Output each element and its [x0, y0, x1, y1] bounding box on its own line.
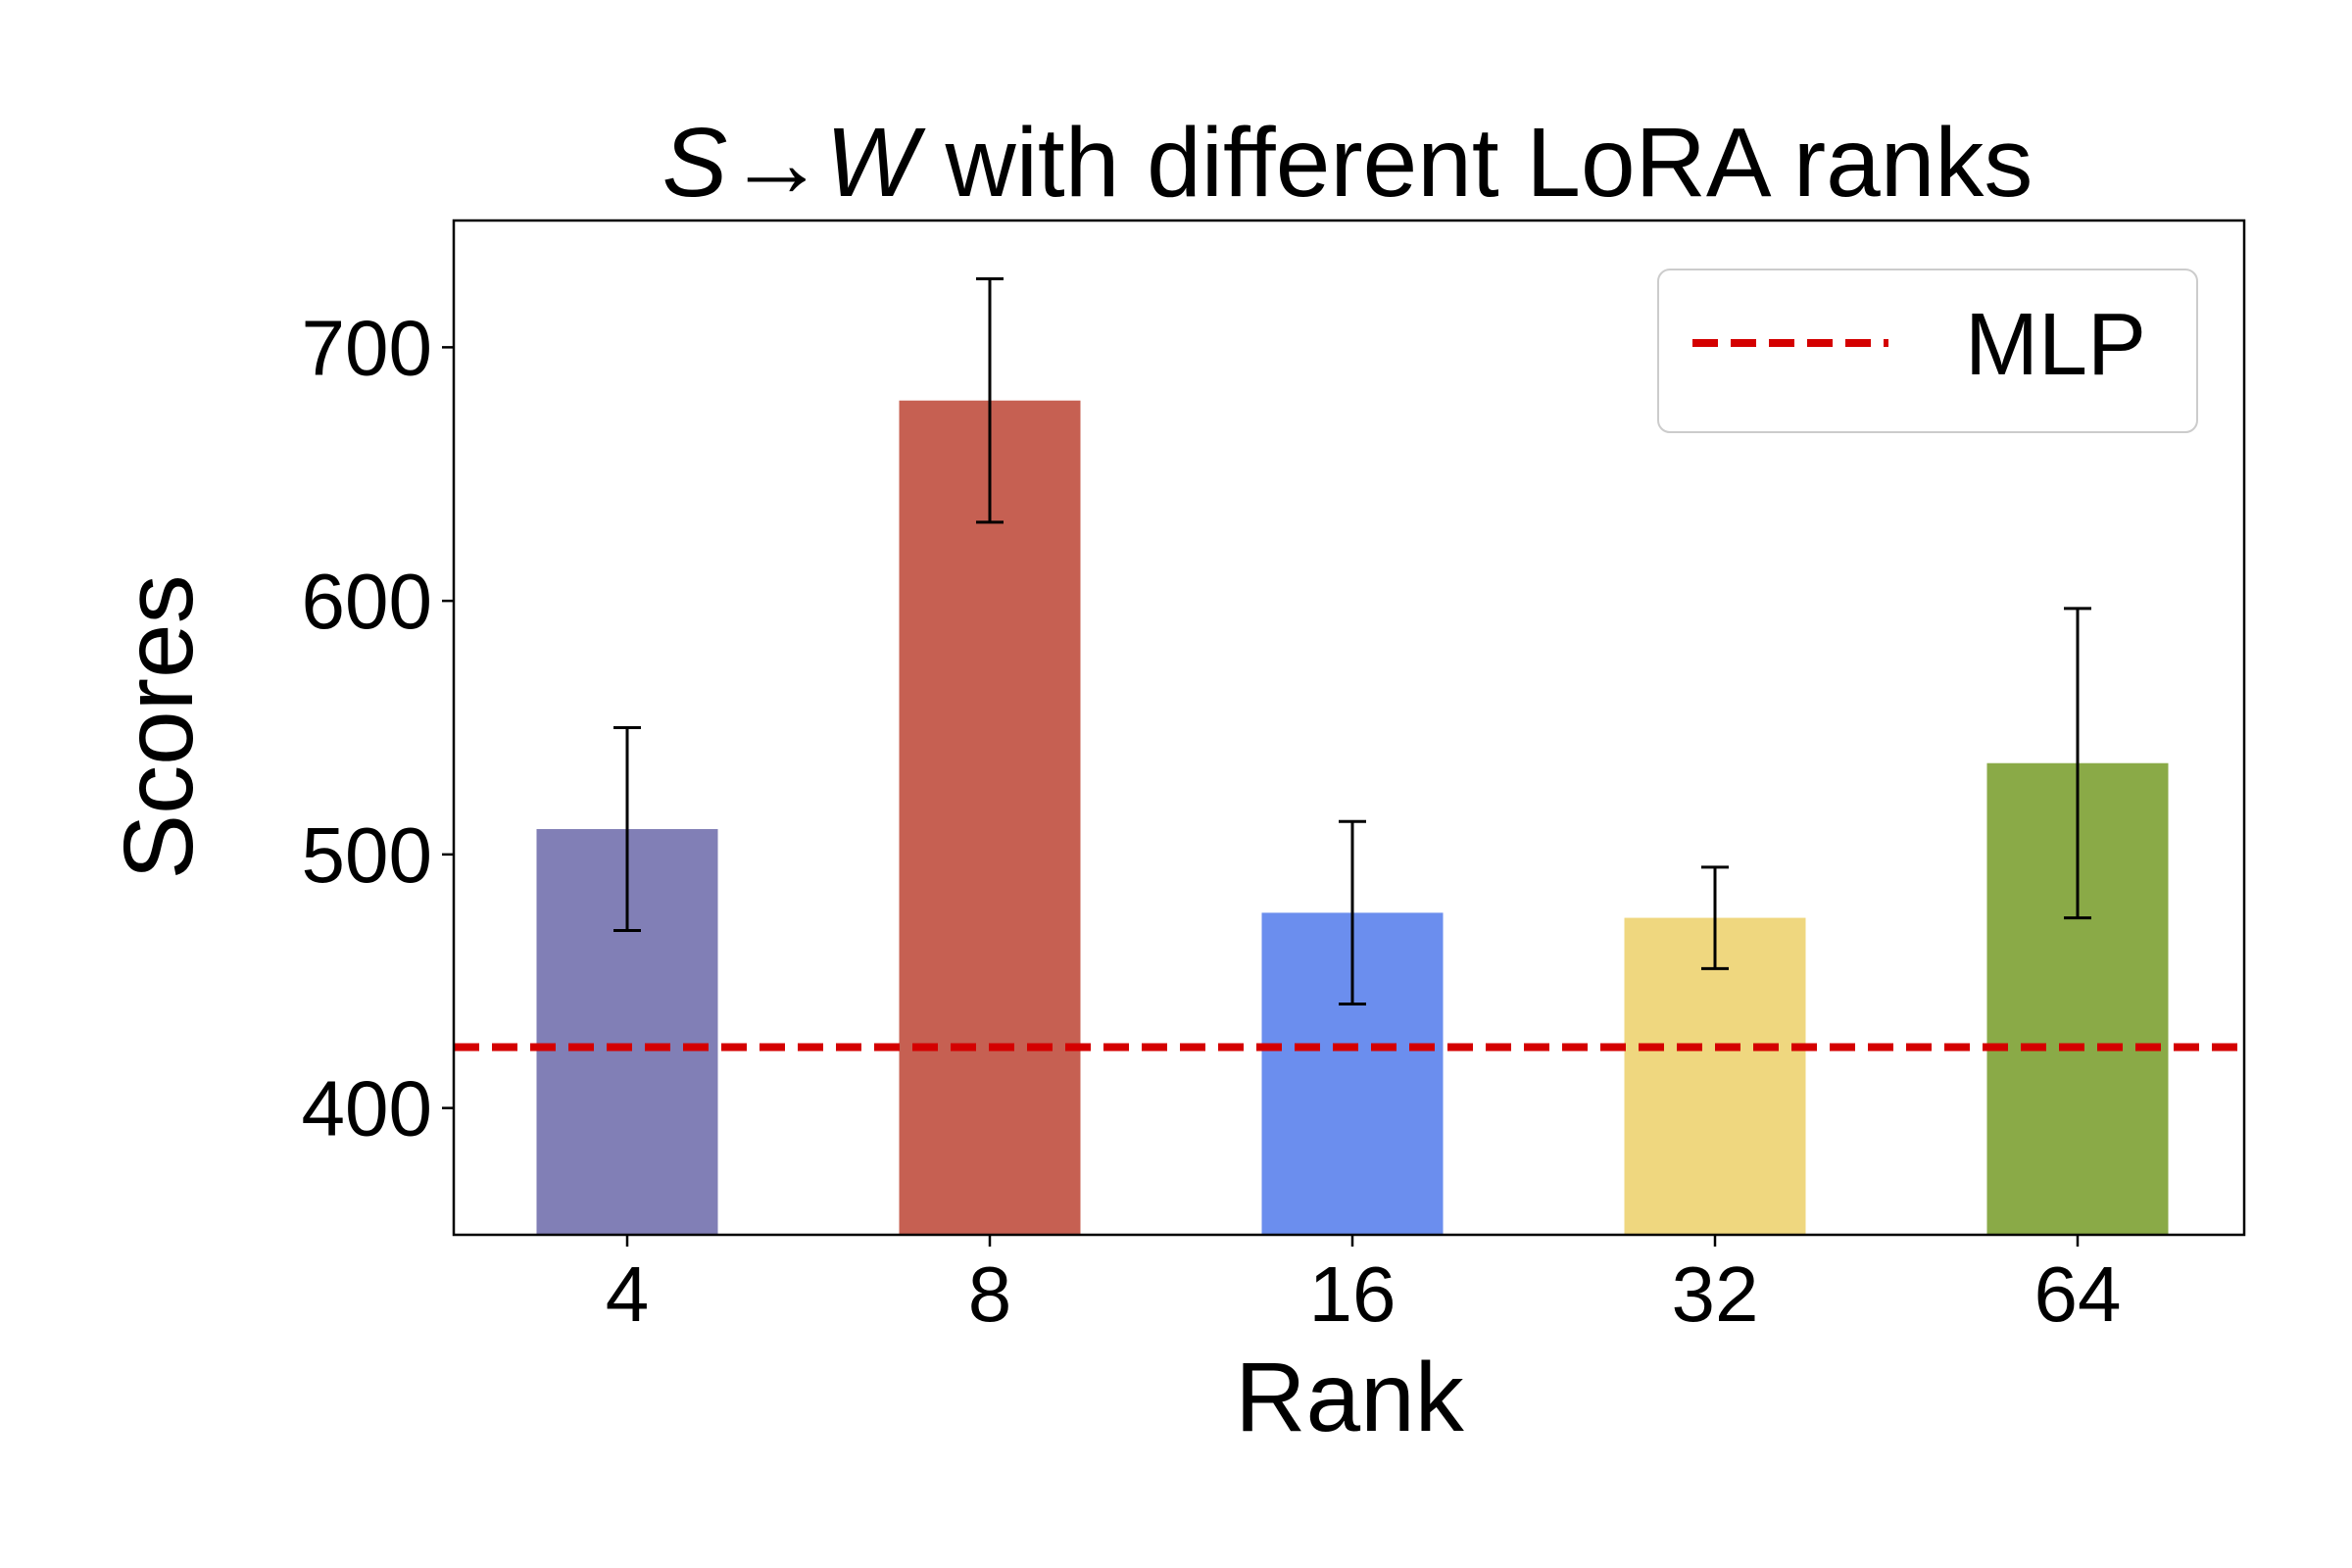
legend-box [1657, 269, 2198, 433]
title-symbol-w: W [825, 108, 926, 218]
plot-frame [452, 219, 2246, 1237]
chart-title: S→W with different LoRA ranks [662, 108, 2034, 218]
y-tick-label-500: 500 [302, 811, 432, 899]
title-arrow: → [727, 108, 825, 218]
x-tick-label-32: 32 [1672, 1250, 1759, 1338]
y-axis: 400 500 600 700 [302, 304, 454, 1152]
legend: MLP [1657, 269, 2198, 433]
title-symbol-s: S [662, 108, 728, 218]
y-axis-label: Scores [104, 574, 214, 879]
x-axis: 4 8 16 32 64 [606, 1235, 2122, 1338]
bar-rank-8 [899, 400, 1081, 1235]
error-bar-rank-8 [976, 277, 1004, 524]
x-axis-label: Rank [1235, 1343, 1464, 1452]
legend-label-mlp: MLP [1965, 296, 2146, 394]
error-bar-rank-4 [613, 726, 641, 932]
plot-area [454, 277, 2244, 1235]
x-tick-label-16: 16 [1309, 1250, 1396, 1338]
error-bar-rank-64 [2064, 607, 2091, 920]
error-bar-rank-16 [1339, 819, 1366, 1006]
x-tick-label-8: 8 [968, 1250, 1012, 1338]
bar-rank-32 [1624, 917, 1806, 1235]
y-tick-label-400: 400 [302, 1065, 432, 1152]
title-rest: with different LoRA ranks [918, 108, 2034, 218]
x-tick-label-4: 4 [606, 1250, 650, 1338]
x-tick-label-64: 64 [2034, 1250, 2122, 1338]
error-bar-rank-32 [1701, 865, 1729, 970]
y-tick-label-600: 600 [302, 558, 432, 645]
y-tick-label-700: 700 [302, 304, 432, 391]
